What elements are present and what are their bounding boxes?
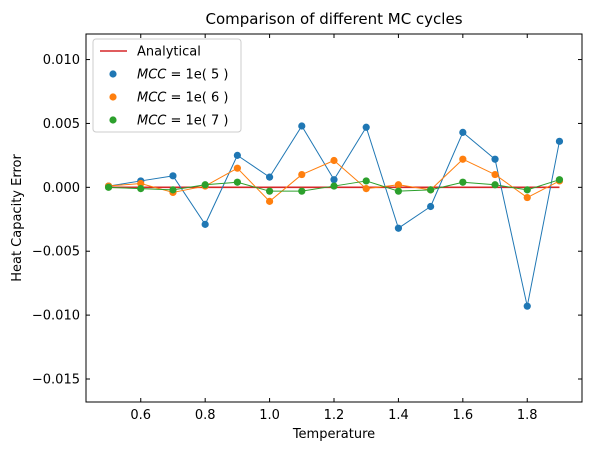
y-tick-label: 0.000 [43, 181, 80, 196]
y-tick-label: −0.005 [32, 245, 80, 260]
legend-label-variable: MCC [137, 91, 167, 106]
data-point [362, 123, 370, 131]
data-point [459, 178, 467, 186]
data-point [330, 182, 338, 190]
data-point [233, 151, 241, 159]
data-point [330, 156, 338, 165]
legend-label-value: = 1e( 7 ) [166, 114, 228, 129]
y-tick-label: −0.010 [32, 309, 80, 324]
data-point [491, 155, 499, 163]
legend-label: MCC = 1e( 7 ) [137, 114, 228, 129]
axes-layer: 0.6 0.8 1.0 1.2 1.4 1.6 1.8 0.010 0.005 0.000 −0.0… [32, 34, 582, 423]
data-point [394, 187, 403, 195]
data-point [427, 202, 435, 211]
data-point [555, 176, 564, 184]
data-point [459, 155, 467, 163]
y-axis-label: Heat Capacity Error [10, 154, 25, 282]
plot-frame [85, 33, 583, 403]
data-point [233, 178, 241, 186]
legend-label: MCC = 1e( 5 ) [137, 68, 228, 83]
legend-label: MCC = 1e( 6 ) [137, 91, 228, 106]
x-tick-label: 1.4 [388, 408, 409, 423]
data-point [362, 185, 370, 193]
legend-label-variable: MCC [137, 114, 167, 129]
chart-title: Comparison of different MC cycles [205, 10, 462, 28]
data-layer [104, 122, 564, 310]
legend-label: Analytical [137, 45, 201, 60]
data-point [394, 181, 403, 189]
legend-label-variable: MCC [137, 68, 167, 83]
data-point [362, 177, 370, 185]
data-point [201, 181, 209, 189]
y-tick-label: 0.010 [43, 53, 80, 68]
data-point [523, 193, 531, 202]
x-tick-label: 0.6 [130, 408, 151, 423]
data-point [137, 179, 145, 188]
data-point [137, 185, 145, 193]
data-point [459, 128, 467, 136]
y-tick-label: 0.005 [43, 117, 80, 132]
data-point [427, 186, 435, 194]
data-point [298, 122, 306, 130]
data-point [491, 170, 499, 179]
x-tick-label: 1.8 [517, 408, 538, 423]
legend-marker [109, 93, 117, 101]
legend-frame [92, 38, 242, 133]
data-point [233, 164, 241, 172]
x-tick-label: 1.6 [452, 408, 473, 423]
x-tick-label: 1.2 [324, 408, 345, 423]
data-point [555, 137, 564, 145]
legend-label-value: = 1e( 6 ) [166, 91, 228, 106]
x-tick-label: 0.8 [195, 408, 216, 423]
y-tick-label: −0.015 [32, 373, 80, 388]
legend-label-value: = 1e( 5 ) [166, 68, 228, 83]
data-point [201, 220, 209, 228]
data-point [265, 187, 274, 195]
legend-marker [109, 116, 117, 124]
data-point [169, 186, 177, 194]
data-point [523, 302, 531, 310]
data-point [491, 181, 499, 189]
data-point [330, 176, 338, 184]
data-point [104, 183, 113, 191]
data-point [298, 187, 306, 195]
data-point [265, 197, 274, 205]
legend-marker [109, 70, 117, 78]
data-point [523, 186, 531, 194]
data-point [298, 170, 306, 179]
data-point [394, 224, 403, 232]
data-point [169, 172, 177, 180]
x-axis-label: Temperature [292, 427, 375, 442]
data-point [265, 173, 274, 181]
x-tick-label: 1.0 [259, 408, 280, 423]
